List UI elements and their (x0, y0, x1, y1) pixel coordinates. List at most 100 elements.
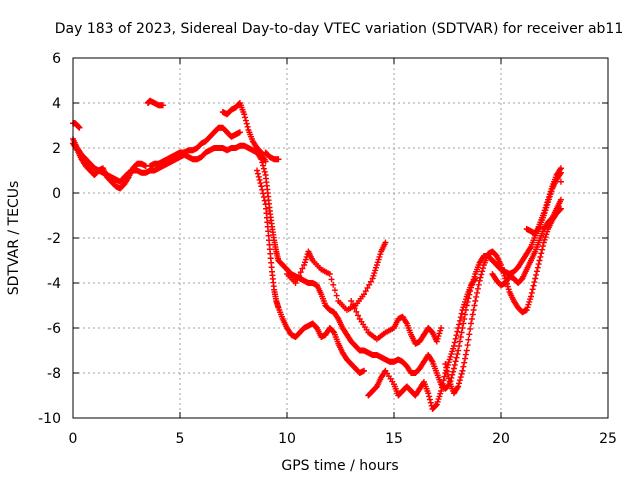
data-point (557, 196, 564, 203)
data-point (236, 129, 243, 136)
data-point (440, 377, 447, 384)
data-point (292, 280, 299, 286)
data-point (455, 347, 462, 354)
data-point (465, 336, 472, 343)
data-point (474, 285, 481, 292)
data-point (463, 347, 470, 354)
y-axis-label: SDTVAR / TECUs (6, 181, 22, 296)
data-point (425, 390, 432, 397)
data-point (450, 343, 457, 349)
y-tick-label: -10 (38, 411, 61, 427)
data-point (456, 338, 463, 345)
data-point (451, 339, 458, 346)
data-point (456, 317, 463, 324)
data-point (546, 193, 553, 200)
data-point (462, 351, 469, 358)
data-point (442, 361, 449, 367)
data-point (76, 124, 83, 131)
data-point (533, 268, 540, 275)
data-point (328, 276, 335, 283)
data-point (259, 186, 266, 193)
data-point (460, 363, 467, 370)
y-tick-label: 6 (52, 51, 61, 67)
data-point (438, 384, 445, 391)
data-point (432, 402, 439, 409)
data-point (542, 207, 549, 214)
x-tick-label: 15 (385, 431, 403, 447)
data-point (382, 239, 389, 246)
data-point (242, 117, 249, 124)
data-point (456, 321, 463, 328)
data-point (260, 165, 267, 172)
data-point (456, 377, 463, 384)
plot-frame (72, 57, 609, 419)
data-point (455, 383, 462, 390)
data-point (443, 364, 450, 371)
data-point (450, 365, 457, 372)
data-point (457, 334, 464, 340)
data-point (474, 289, 481, 296)
data-point (479, 268, 486, 275)
data-point (441, 373, 448, 380)
data-point (452, 335, 459, 342)
data-point (331, 287, 338, 294)
data-point (458, 370, 465, 377)
data-point (455, 325, 462, 331)
data-point (361, 291, 368, 298)
data-point (261, 197, 268, 204)
data-point (464, 342, 471, 349)
data-point (456, 343, 463, 349)
data-point (537, 253, 544, 260)
data-point (460, 320, 467, 327)
data-point (535, 261, 542, 268)
data-point (275, 156, 282, 163)
data-point (480, 265, 487, 272)
x-tick-label: 0 (69, 431, 78, 447)
data-point (260, 194, 267, 201)
data-point (444, 368, 451, 375)
data-point (243, 120, 250, 127)
data-point (470, 307, 477, 313)
data-point (475, 281, 482, 288)
data-point (330, 281, 337, 288)
data-point (534, 264, 541, 271)
data-point (364, 284, 371, 291)
data-point (527, 293, 534, 300)
data-point (461, 316, 468, 322)
data-point (258, 183, 265, 190)
data-point (159, 102, 166, 109)
data-point (256, 176, 263, 183)
y-tick-label: -4 (47, 276, 61, 292)
data-point (255, 173, 262, 180)
data-point (478, 271, 485, 278)
data-point (538, 250, 545, 257)
data-point (453, 354, 460, 361)
data-point (366, 281, 373, 288)
data-point (351, 305, 358, 312)
data-point (472, 275, 479, 282)
data-point (531, 279, 538, 286)
data-point (476, 277, 483, 284)
data-point (361, 367, 368, 374)
x-tick-label: 5 (176, 431, 185, 447)
data-point (241, 111, 248, 118)
data-point (254, 170, 261, 177)
data-point (529, 286, 536, 293)
data-point (457, 314, 464, 321)
data-point (444, 371, 451, 378)
data-point (362, 288, 369, 295)
data-point (557, 169, 564, 176)
data-point (454, 351, 461, 358)
data-point (536, 257, 543, 264)
data-point (348, 298, 355, 304)
data-point (262, 158, 269, 165)
data-point (349, 301, 356, 308)
data-point (353, 308, 360, 315)
data-point (462, 311, 469, 318)
x-tick-label: 10 (278, 431, 296, 447)
data-point (457, 374, 464, 381)
data-point (454, 328, 461, 335)
y-tick-label: -6 (47, 321, 61, 337)
data-point (297, 269, 304, 276)
data-point (257, 180, 264, 187)
